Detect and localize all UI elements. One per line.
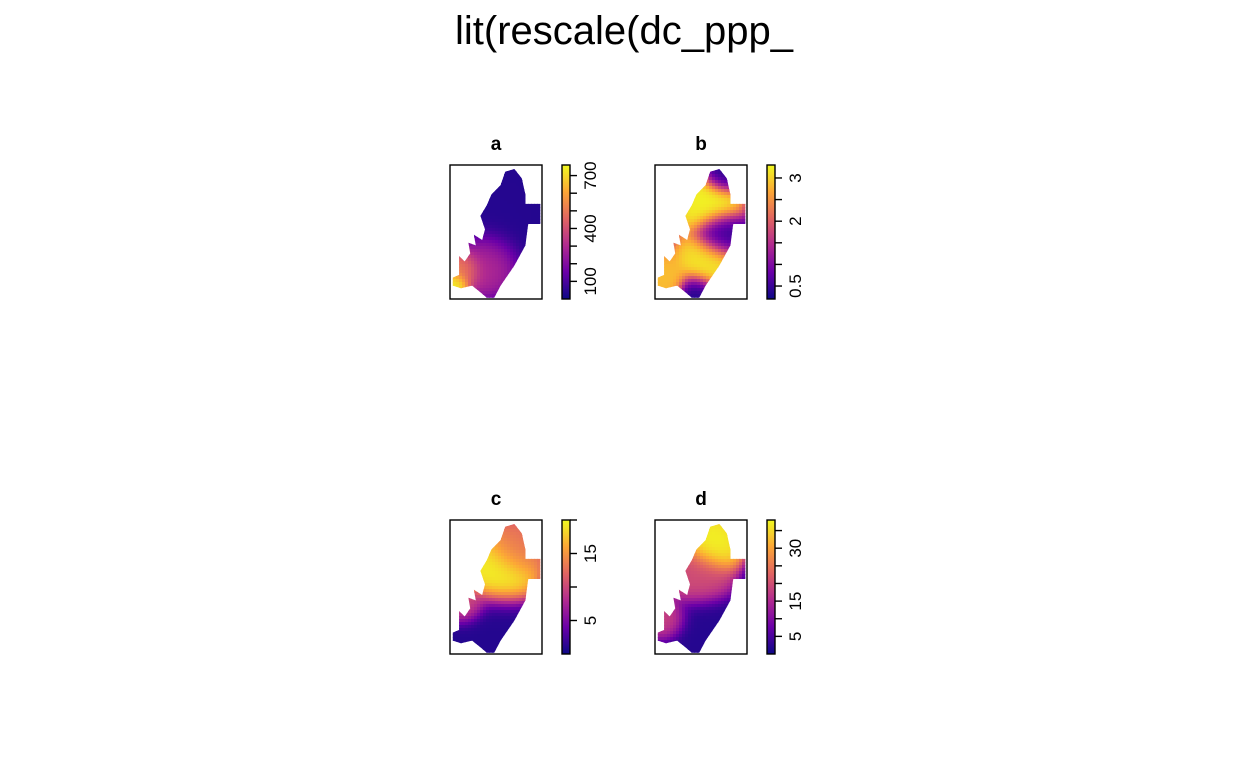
panel-d-legend-bar <box>767 520 775 654</box>
panel-a-frame <box>449 164 543 300</box>
figure-title: lit(rescale(dc_ppp_ <box>455 9 794 53</box>
panel-c-title: c <box>491 489 502 510</box>
panel-b-legend-tick-label: 3 <box>786 173 805 182</box>
panel-d-legend-tick-label: 30 <box>786 539 805 558</box>
panel-b-frame <box>654 164 748 300</box>
panel-a-title: a <box>491 134 502 155</box>
panel-d-legend-tick-label: 5 <box>786 632 805 641</box>
panel-a-legend-tick-label: 400 <box>581 214 600 242</box>
panel-b-legend-tick-label: 2 <box>786 216 805 225</box>
panel-a-legend-tick-label: 100 <box>581 267 600 295</box>
panel-c-legend-tick-label: 5 <box>581 616 600 625</box>
panel-c-legend-bar <box>562 520 570 654</box>
panel-c-legend-tick-label: 15 <box>581 544 600 563</box>
panel-c-frame <box>449 519 543 655</box>
panel-d-legend-tick-label: 15 <box>786 592 805 611</box>
panel-b-legend-bar <box>767 165 775 299</box>
panel-a-legend-bar <box>562 165 570 299</box>
panel-b-title: b <box>695 134 707 155</box>
panel-d-frame <box>654 519 748 655</box>
panel-d-title: d <box>695 489 707 510</box>
panel-b-legend-tick-label: 0.5 <box>786 274 805 298</box>
panel-a-legend-tick-label: 700 <box>581 161 600 189</box>
